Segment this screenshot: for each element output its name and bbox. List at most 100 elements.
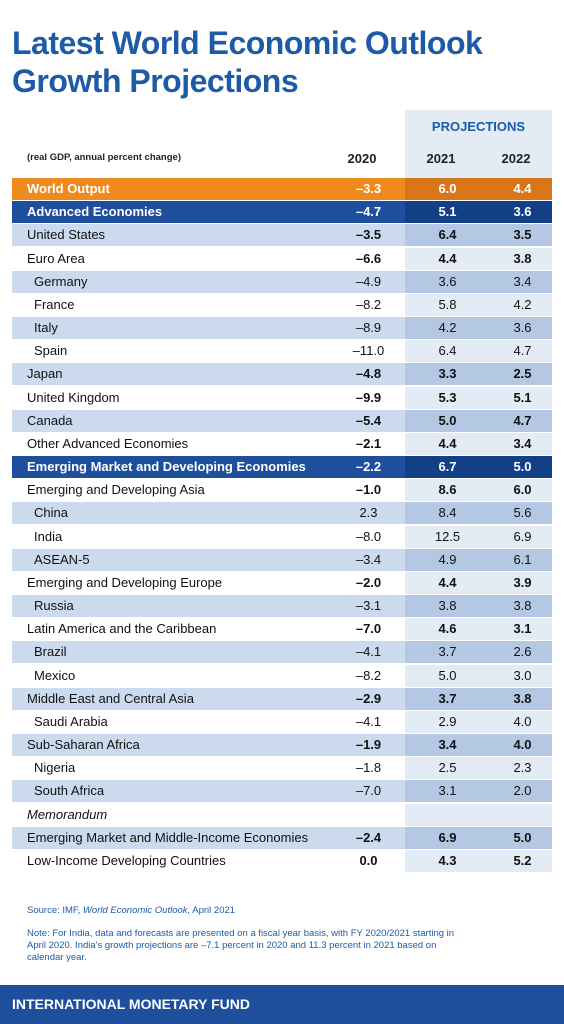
value-cell: 3.8 xyxy=(513,598,532,614)
table-row: Mexico –8.2 5.0 3.0 xyxy=(12,664,552,688)
projection-cell-bg xyxy=(405,803,552,826)
value-cell: 3.5 xyxy=(513,227,532,243)
table-row: Saudi Arabia –4.1 2.9 4.0 xyxy=(12,710,552,734)
row-label: Germany xyxy=(34,273,88,289)
row-label: Japan xyxy=(27,366,63,382)
value-cell: 3.4 xyxy=(513,273,532,289)
row-label: Italy xyxy=(34,320,58,336)
projection-cell-bg xyxy=(405,618,552,641)
column-header: 2022 xyxy=(501,151,531,166)
column-header: 2021 xyxy=(426,151,456,166)
row-label: Emerging and Developing Asia xyxy=(27,482,205,498)
row-label: Low-Income Developing Countries xyxy=(27,852,226,868)
value-cell: –11.0 xyxy=(352,343,385,359)
table-row: United Kingdom –9.9 5.3 5.1 xyxy=(12,386,552,410)
value-cell: 3.8 xyxy=(513,690,532,706)
value-cell: 8.4 xyxy=(438,505,457,521)
table-row: Emerging Market and Developing Economies… xyxy=(12,456,552,480)
value-cell: –3.5 xyxy=(355,227,382,243)
projection-cell-bg xyxy=(405,178,552,200)
table-row: United States –3.5 6.4 3.5 xyxy=(12,224,552,248)
projection-cell-bg xyxy=(405,734,552,757)
table-row: Emerging and Developing Europe –2.0 4.4 3.9 xyxy=(12,571,552,595)
value-cell: 5.0 xyxy=(513,829,532,845)
value-cell: –7.0 xyxy=(355,783,382,799)
table-row: Nigeria –1.8 2.5 2.3 xyxy=(12,757,552,781)
value-cell: 2.0 xyxy=(513,783,532,799)
value-cell: 6.1 xyxy=(513,551,532,567)
value-cell: 2.6 xyxy=(513,644,532,660)
value-cell: 4.0 xyxy=(513,737,532,753)
row-label: Advanced Economies xyxy=(27,204,163,220)
value-cell: 4.2 xyxy=(513,296,532,312)
value-cell: –2.4 xyxy=(355,829,382,845)
table-row: Advanced Economies –4.7 5.1 3.6 xyxy=(12,201,552,225)
value-cell: 2.3 xyxy=(513,760,532,776)
value-cell: 4.2 xyxy=(438,320,457,336)
value-cell: 4.6 xyxy=(438,621,457,637)
value-cell: –4.1 xyxy=(355,713,382,729)
value-cell: 4.4 xyxy=(438,574,457,590)
value-cell: 4.4 xyxy=(438,435,457,451)
row-label: United Kingdom xyxy=(27,389,120,405)
projection-cell-bg xyxy=(405,757,552,780)
value-cell: 5.2 xyxy=(513,852,532,868)
value-cell: –4.1 xyxy=(355,644,382,660)
value-cell: 6.9 xyxy=(513,528,532,544)
row-label: World Output xyxy=(27,181,110,196)
row-label: Sub-Saharan Africa xyxy=(27,737,140,753)
value-cell: 3.0 xyxy=(513,667,532,683)
value-cell: 3.9 xyxy=(513,574,532,590)
value-cell: –9.9 xyxy=(355,389,382,405)
value-cell: 12.5 xyxy=(434,528,461,544)
source: Source: IMF, World Economic Outlook, Apr… xyxy=(27,905,235,916)
organization: INTERNATIONAL MONETARY FUND xyxy=(12,996,250,1012)
value-cell: –3.4 xyxy=(355,551,382,567)
value-cell: –2.0 xyxy=(355,574,382,590)
value-cell: –3.1 xyxy=(355,598,382,614)
value-cell: 5.1 xyxy=(513,389,532,405)
row-label: Emerging Market and Middle-Income Econom… xyxy=(27,829,309,845)
projection-cell-bg xyxy=(405,595,552,618)
projection-shade xyxy=(405,110,552,178)
row-label: China xyxy=(34,505,68,521)
source-title: World Economic Outlook xyxy=(82,905,188,916)
value-cell: –8.0 xyxy=(355,528,382,544)
value-cell: 3.7 xyxy=(438,644,457,660)
projection-cell-bg xyxy=(405,641,552,664)
row-label: Latin America and the Caribbean xyxy=(27,621,217,637)
row-label: South Africa xyxy=(34,783,105,799)
projection-cell-bg xyxy=(405,409,552,432)
value-cell: 3.8 xyxy=(513,250,532,266)
projection-cell-bg xyxy=(405,293,552,316)
table-row: France –8.2 5.8 4.2 xyxy=(12,293,552,317)
row-label: France xyxy=(34,296,75,312)
row-label: Other Advanced Economies xyxy=(27,435,189,451)
value-cell: 3.1 xyxy=(513,621,532,637)
value-cell: 3.4 xyxy=(438,737,457,753)
value-cell: 3.7 xyxy=(438,690,457,706)
table-row: Memorandum xyxy=(12,803,552,827)
value-cell: 2.3 xyxy=(359,505,378,521)
row-label: Euro Area xyxy=(27,250,85,266)
value-cell: 3.1 xyxy=(438,783,457,799)
source-text: Source: IMF, xyxy=(27,905,83,916)
projection-cell-bg xyxy=(405,548,552,571)
table-row: India –8.0 12.5 6.9 xyxy=(12,525,552,549)
projection-cell-bg xyxy=(405,270,552,293)
table-row: Latin America and the Caribbean –7.0 4.6 3.… xyxy=(12,618,552,642)
value-cell: –2.9 xyxy=(355,690,382,706)
table-row: Middle East and Central Asia –2.9 3.7 3.8 xyxy=(12,687,552,711)
value-cell: 4.0 xyxy=(513,713,532,729)
value-cell: 6.7 xyxy=(438,459,457,475)
table-row: South Africa –7.0 3.1 2.0 xyxy=(12,780,552,804)
value-cell: 8.6 xyxy=(438,482,457,498)
row-label: Emerging Market and Developing Economies xyxy=(27,459,306,475)
projection-cell-bg xyxy=(405,456,552,479)
row-label: ASEAN-5 xyxy=(34,551,90,567)
value-cell: 4.3 xyxy=(438,852,457,868)
value-cell: 4.4 xyxy=(438,250,457,266)
projection-cell-bg xyxy=(405,571,552,594)
projection-cell-bg xyxy=(405,340,552,363)
